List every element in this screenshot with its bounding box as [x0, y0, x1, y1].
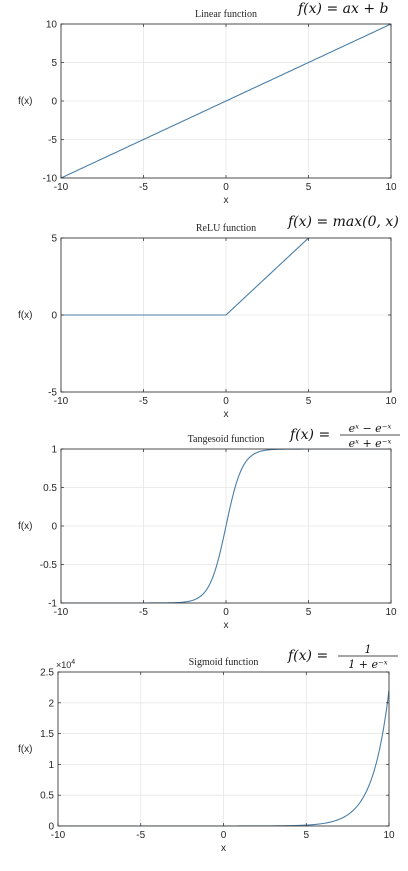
y-tick-label: 5: [51, 234, 57, 245]
formula-lhs: f(x) =: [287, 648, 328, 664]
x-tick-label: -5: [139, 607, 148, 618]
x-tick-label: 10: [383, 830, 395, 841]
x-tick-label: -10: [54, 182, 69, 193]
y-axis-label: f(x): [18, 521, 32, 532]
x-tick-label: 5: [306, 607, 312, 618]
y-tick-label: 2: [48, 698, 54, 709]
y-tick-label: 1: [48, 760, 54, 771]
y-tick-label: 1: [51, 445, 57, 456]
formula-text: f(x) = max(0, x): [287, 214, 399, 230]
x-tick-label: 5: [303, 830, 309, 841]
y-tick-label: 2.5: [40, 668, 54, 679]
x-tick-label: -10: [54, 607, 69, 618]
y-axis-label: f(x): [18, 744, 32, 755]
x-tick-label: 0: [223, 182, 229, 193]
formula: f(x) = ax + b: [297, 1, 389, 17]
y-tick-label: -5: [48, 135, 57, 146]
chart-panel-1: -10 -5 0 5 10 -10 -5 0 5 10 x f(x) Linear function f(…: [18, 1, 397, 206]
x-tick-label: -10: [54, 396, 69, 407]
y-tick-label: -10: [43, 174, 58, 185]
formula: f(x) = 1 1 + e⁻ˣ: [287, 643, 398, 671]
y-tick-label: 0: [51, 311, 57, 322]
x-tick-label: 0: [221, 830, 227, 841]
y-axis-label: f(x): [18, 96, 32, 107]
formula-lhs: f(x) =: [289, 427, 330, 443]
series-line: [61, 238, 309, 316]
y-tick-label: 0: [48, 822, 54, 833]
x-axis-label: x: [224, 409, 229, 420]
y-tick-label: -1: [48, 599, 57, 610]
x-tick-label: -5: [136, 830, 145, 841]
formula: f(x) = eˣ − e⁻ˣ eˣ + e⁻ˣ: [289, 422, 400, 450]
y-tick-label: -5: [48, 388, 57, 399]
x-tick-label: -5: [139, 182, 148, 193]
chart-panel-4: -10 -5 0 5 10 0 0.5 1 1.5 2 2.5 x f(x) ×104 Sigmoid fu…: [18, 643, 398, 854]
x-tick-label: -5: [139, 396, 148, 407]
y-tick-label: 0.5: [43, 483, 57, 494]
chart-panel-3: -10 -5 0 5 10 -1 -0.5 0 0.5 1 x f(x) Tangesoid funct…: [18, 422, 400, 631]
series-line: [61, 449, 391, 603]
x-tick-label: 10: [385, 182, 397, 193]
y-tick-label: 0: [51, 522, 57, 533]
chart-title: Linear function: [195, 9, 257, 20]
x-tick-label: 10: [385, 396, 397, 407]
x-axis-label: x: [224, 620, 229, 631]
y-tick-label: 10: [46, 20, 58, 31]
y-tick-label: -0.5: [40, 560, 58, 571]
x-tick-label: 0: [223, 607, 229, 618]
formula-numerator: 1: [365, 643, 372, 656]
formula-denominator: eˣ + e⁻ˣ: [349, 437, 392, 450]
x-tick-label: 10: [385, 607, 397, 618]
x-axis-label: x: [224, 195, 229, 206]
series-line: [61, 24, 391, 178]
chart-title: Tangesoid function: [188, 434, 265, 445]
chart-title: ReLU function: [196, 223, 256, 234]
x-tick-label: -10: [51, 830, 66, 841]
formula-numerator: eˣ − e⁻ˣ: [349, 422, 392, 435]
x-tick-label: 0: [223, 396, 229, 407]
y-tick-label: 0: [51, 97, 57, 108]
chart-title: Sigmoid function: [189, 657, 259, 668]
x-axis-label: x: [221, 843, 226, 854]
y-axis-label: f(x): [18, 310, 32, 321]
formula-text: f(x) = ax + b: [297, 1, 389, 17]
y-tick-label: 0.5: [40, 791, 54, 802]
formula: f(x) = max(0, x): [287, 214, 399, 230]
formula-denominator: 1 + e⁻ˣ: [348, 658, 388, 671]
y-tick-label: 5: [51, 58, 57, 69]
x-tick-label: 5: [306, 396, 312, 407]
x-tick-label: 5: [306, 182, 312, 193]
y-exponent-label: ×104: [56, 659, 75, 670]
y-tick-label: 1.5: [40, 729, 54, 740]
